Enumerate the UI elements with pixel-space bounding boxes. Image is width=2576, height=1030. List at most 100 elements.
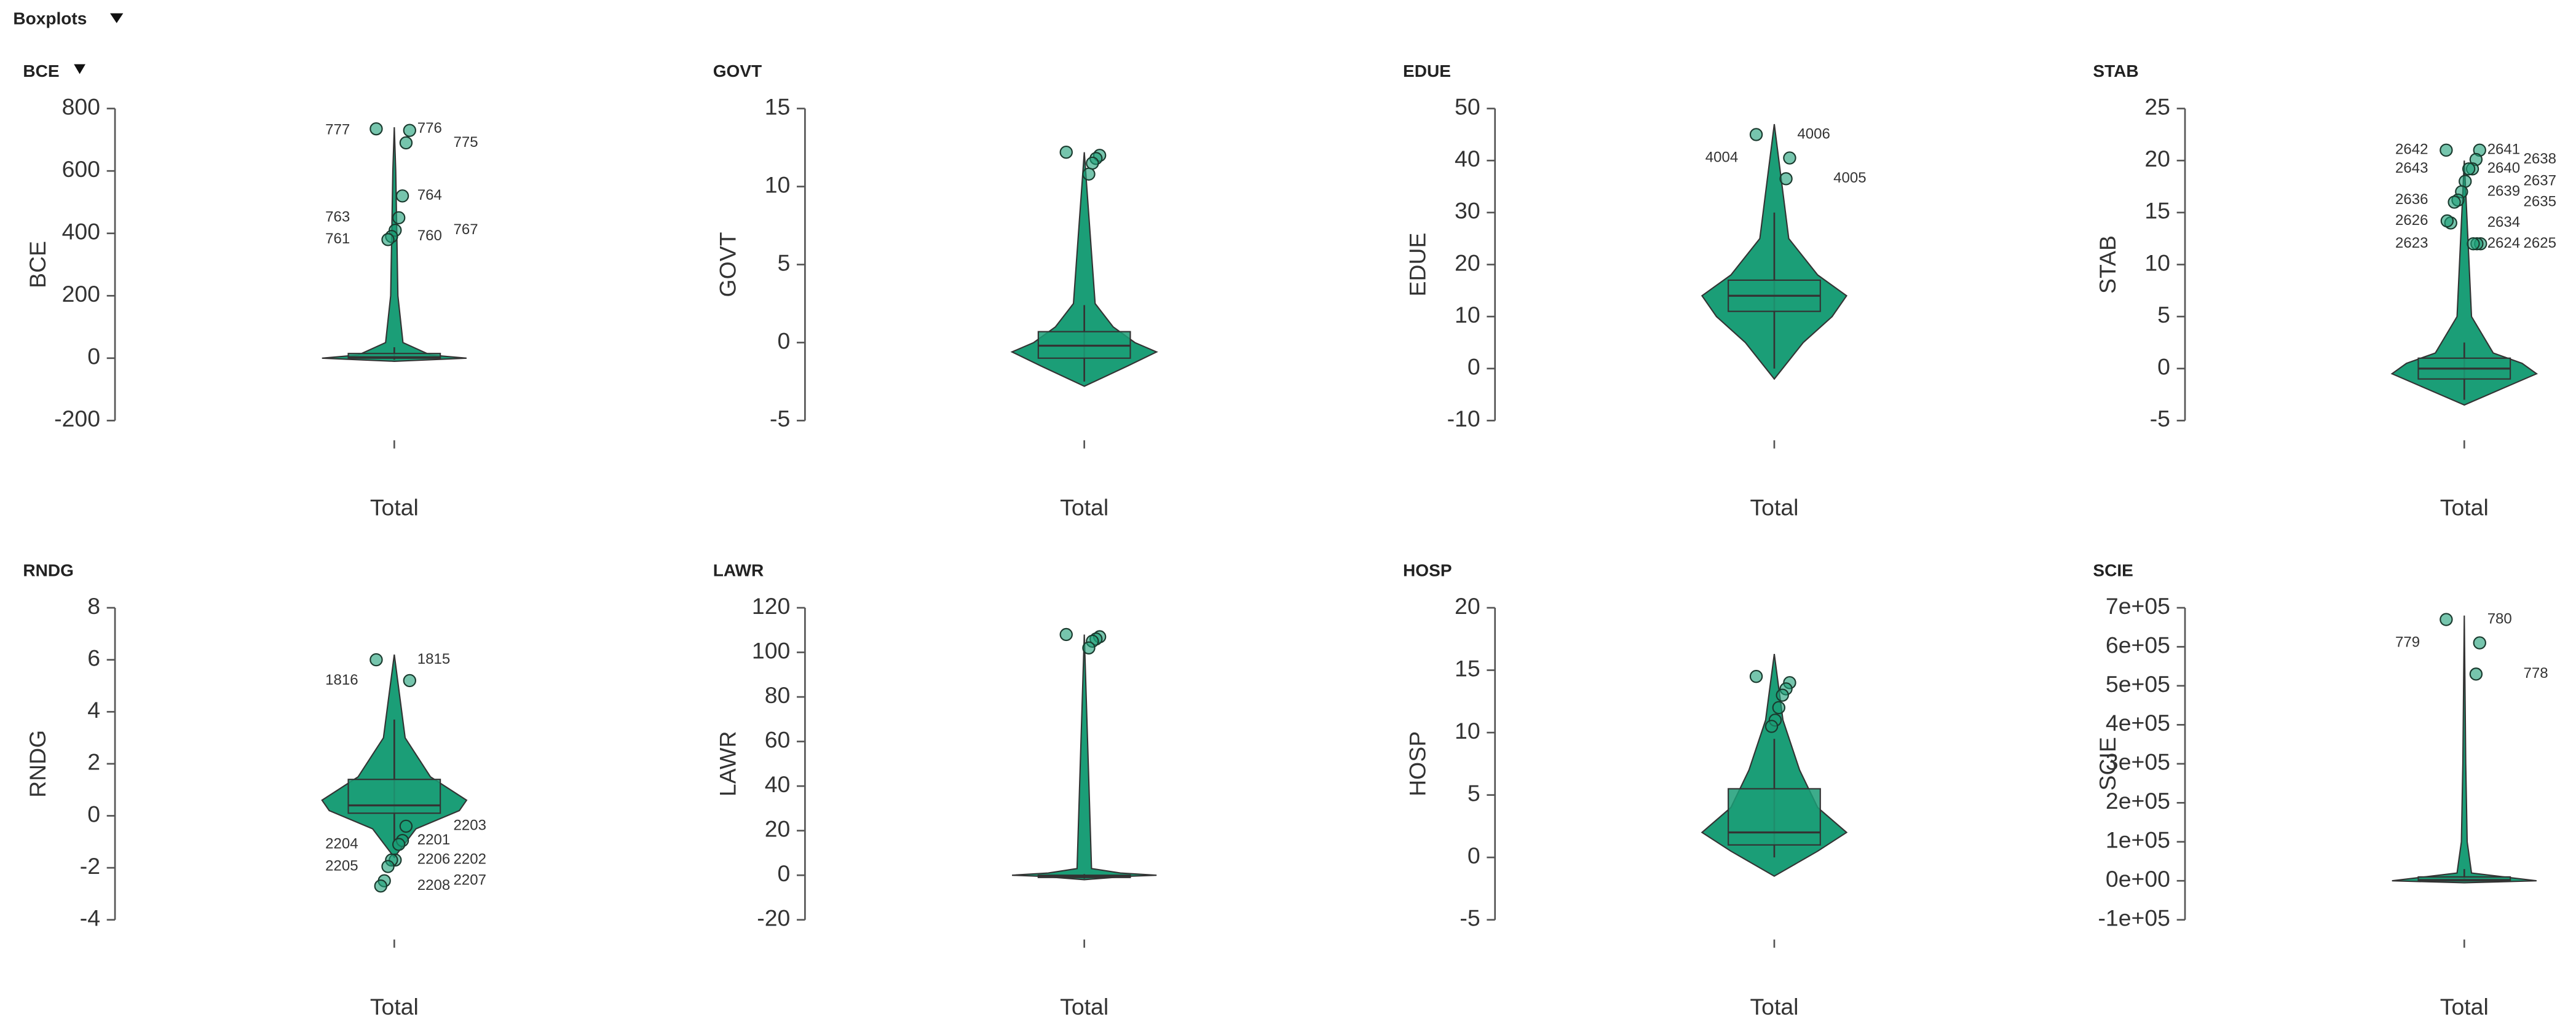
x-tick-label: Total	[370, 994, 419, 1020]
outlier-label: 2625	[2523, 235, 2556, 251]
outlier-label: 2203	[454, 817, 486, 834]
outlier-label: 764	[417, 187, 442, 203]
outlier-point	[2469, 667, 2483, 681]
outlier-point	[369, 653, 383, 667]
y-tick-label: 10	[2144, 250, 2170, 275]
box	[347, 779, 441, 814]
y-tick-label: 6	[87, 645, 100, 670]
outlier-label: 780	[2487, 610, 2512, 627]
outlier-label: 779	[2395, 634, 2420, 650]
outlier-label: 2626	[2395, 212, 2428, 229]
outlier-label: 1815	[417, 651, 450, 667]
outlier-point	[2473, 636, 2486, 650]
y-axis-label: LAWR	[714, 731, 740, 796]
y-tick-label: 2	[87, 749, 100, 775]
outlier-point	[1086, 156, 1099, 170]
y-axis-label: RNDG	[25, 730, 50, 798]
outlier-label: 778	[2523, 665, 2548, 682]
outlier-point	[1779, 172, 1793, 186]
outlier-label: 2641	[2487, 141, 2520, 158]
x-tick-label: Total	[1060, 994, 1108, 1020]
y-tick-label: 0	[2157, 354, 2170, 380]
outlier-label: 775	[454, 134, 478, 151]
violin	[2392, 615, 2537, 884]
x-tick-label: Total	[1060, 495, 1108, 521]
panel-title: GOVT	[713, 61, 762, 81]
outlier-label: 2207	[454, 872, 486, 889]
y-tick-label: 0	[1468, 843, 1480, 868]
y-tick-label: 3e+05	[2106, 749, 2170, 775]
y-tick-label: 20	[765, 816, 791, 842]
y-tick-label: 0	[87, 801, 100, 827]
y-tick-label: 60	[765, 726, 791, 752]
outlier-label: 2643	[2395, 160, 2428, 176]
outlier-label: 2201	[417, 831, 450, 848]
y-axis-label: STAB	[2095, 235, 2120, 294]
outlier-point	[381, 860, 395, 873]
y-tick-label: 0e+00	[2106, 866, 2170, 892]
outlier-label: 761	[325, 230, 350, 247]
y-tick-label: 0	[778, 328, 791, 353]
y-tick-label: 40	[765, 771, 791, 797]
y-tick-label: 2e+05	[2106, 788, 2170, 814]
outlier-label: 2205	[325, 857, 358, 874]
box	[1728, 788, 1821, 846]
outlier-label: 2204	[325, 835, 358, 852]
panel-title: BCE	[23, 61, 59, 81]
y-axis-label: HOSP	[1405, 731, 1431, 796]
y-tick-label: 6e+05	[2106, 632, 2170, 658]
outlier-point	[381, 233, 395, 246]
y-tick-label: 120	[752, 593, 790, 619]
outlier-point	[392, 838, 406, 851]
violin	[1010, 152, 1158, 387]
outlier-label: 2642	[2395, 141, 2428, 158]
y-tick-label: 600	[62, 156, 100, 182]
y-tick-label: 0	[87, 344, 100, 369]
y-tick-label: 0	[778, 860, 791, 886]
y-tick-label: 10	[1455, 302, 1480, 328]
y-tick-label: -20	[757, 905, 790, 931]
y-tick-label: -5	[1460, 905, 1480, 931]
outlier-label: 2640	[2487, 160, 2520, 176]
y-tick-label: 10	[765, 171, 791, 197]
y-tick-label: 0	[1468, 354, 1480, 380]
outlier-point	[1776, 688, 1789, 702]
y-tick-label: 7e+05	[2106, 593, 2170, 619]
outlier-point	[399, 819, 413, 833]
y-tick-label: 1e+05	[2106, 827, 2170, 853]
y-tick-label: -5	[770, 406, 790, 431]
outlier-label: 2638	[2523, 151, 2556, 167]
outlier-point	[1082, 641, 1096, 655]
outlier-point	[1059, 627, 1073, 642]
panel-menu[interactable]	[74, 64, 85, 74]
y-tick-label: -5	[2150, 406, 2170, 431]
y-tick-label: 15	[2144, 198, 2170, 224]
outlier-label: 2637	[2523, 172, 2556, 189]
panel-title: HOSP	[1403, 561, 1452, 580]
y-tick-label: 30	[1455, 198, 1480, 224]
y-axis-label: BCE	[25, 241, 50, 288]
y-tick-label: 15	[765, 94, 791, 120]
outlier-label: 2202	[454, 851, 486, 868]
outlier-label: 2206	[417, 851, 450, 868]
outlier-label: 767	[454, 221, 478, 238]
outlier-point	[1749, 128, 1763, 141]
outlier-label: 1816	[325, 672, 358, 688]
panel-title: EDUE	[1403, 61, 1451, 81]
outlier-label: 763	[325, 209, 350, 226]
outlier-label: 2623	[2395, 235, 2428, 251]
panel-title: SCIE	[2093, 561, 2133, 580]
outlier-label: 4005	[1833, 170, 1866, 186]
y-tick-label: 5	[2157, 302, 2170, 328]
section-title[interactable]: Boxplots	[13, 9, 87, 28]
section-toggle[interactable]	[110, 13, 124, 23]
y-axis-label: EDUE	[1405, 233, 1431, 297]
outlier-point	[1082, 167, 1096, 181]
x-tick-label: Total	[1750, 495, 1798, 521]
outlier-point	[2440, 143, 2453, 157]
y-tick-label: 20	[1455, 593, 1480, 619]
y-tick-label: 10	[1455, 718, 1480, 744]
y-tick-label: 4	[87, 697, 100, 723]
